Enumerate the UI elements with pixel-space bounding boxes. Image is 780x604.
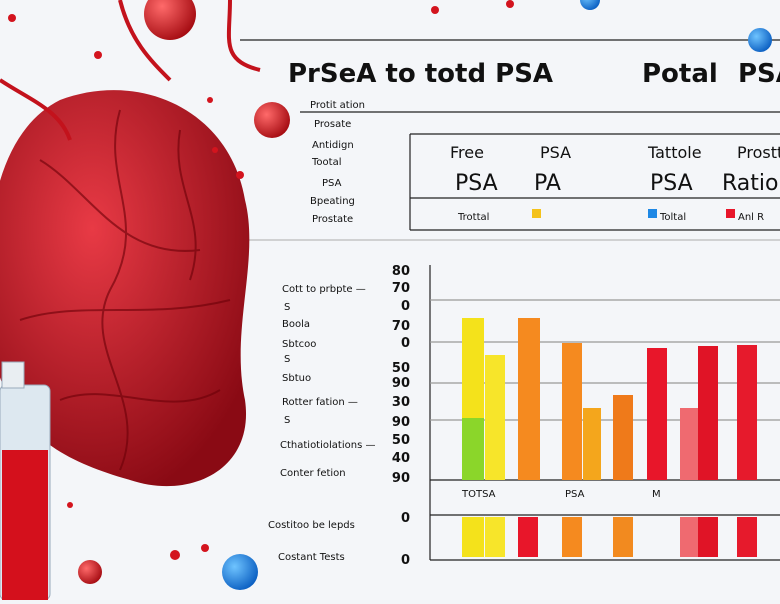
table-cell: Toltal (659, 212, 686, 223)
x-label: PSA (565, 489, 585, 500)
axis-label: Sbtcoo (282, 339, 316, 350)
tick-label: 90 (392, 471, 410, 486)
tick-label: 0 (401, 511, 410, 526)
table-cell: Ratio (722, 171, 778, 196)
side-label: Prosate (314, 119, 351, 130)
tick-label: 50 (392, 433, 410, 448)
side-label: Prostate (312, 214, 353, 225)
axis-label: Costitoo be lepds (268, 520, 355, 531)
tick-label: 0 (401, 336, 410, 351)
side-label: Bpeating (310, 196, 355, 207)
labels: Protit ation Prosate Antidign Tootal PSA Bpea… (268, 100, 780, 568)
tick-label: 40 (392, 451, 410, 466)
bars (462, 209, 757, 557)
side-label: Protit ation (310, 100, 365, 111)
axis-label: Costant Tests (278, 552, 345, 563)
x-label: TOTSA (461, 489, 496, 500)
tick-label: 70 (392, 281, 410, 296)
table-cell: PSA (650, 171, 693, 196)
right-title: Potal (642, 59, 718, 89)
table-cell: Trottal (457, 212, 489, 223)
title: PrSeA to totd PSA (288, 59, 553, 89)
table-cell: PSA (540, 143, 571, 162)
axis-label: Rotter fation — (282, 397, 358, 408)
axis-label: S (284, 354, 290, 365)
side-label: Tootal (311, 157, 341, 168)
axis-label: Cthatiotiolations — (280, 440, 375, 451)
x-label: M (652, 489, 661, 500)
tick-label: 0 (401, 553, 410, 568)
side-label: PSA (322, 178, 342, 189)
tick-label: 70 (392, 319, 410, 334)
table-cell: Tattole (647, 143, 702, 162)
axis-label: Conter fetion (280, 468, 346, 479)
right-title: PSA (738, 59, 780, 89)
tick-label: 30 (392, 395, 410, 410)
table-cell: PA (534, 171, 561, 196)
tick-label: 50 (392, 361, 410, 376)
side-label: Antidign (312, 140, 354, 151)
tick-label: 80 (392, 264, 410, 279)
frame-lines (240, 39, 780, 561)
axis-label: S (284, 302, 290, 313)
tick-label: 90 (392, 415, 410, 430)
axis-label: Sbtuo (282, 373, 311, 384)
axis-label: Boola (282, 319, 310, 330)
table-cell: Anl R (738, 212, 764, 223)
table-cell: PSA (455, 171, 498, 196)
table-cell: Prostt (737, 143, 780, 162)
table-cell: Free (450, 143, 484, 162)
tick-label: 0 (401, 299, 410, 314)
axis-label: Cott to prbpte — (282, 284, 366, 295)
tick-label: 90 (392, 376, 410, 391)
axis-label: S (284, 415, 290, 426)
